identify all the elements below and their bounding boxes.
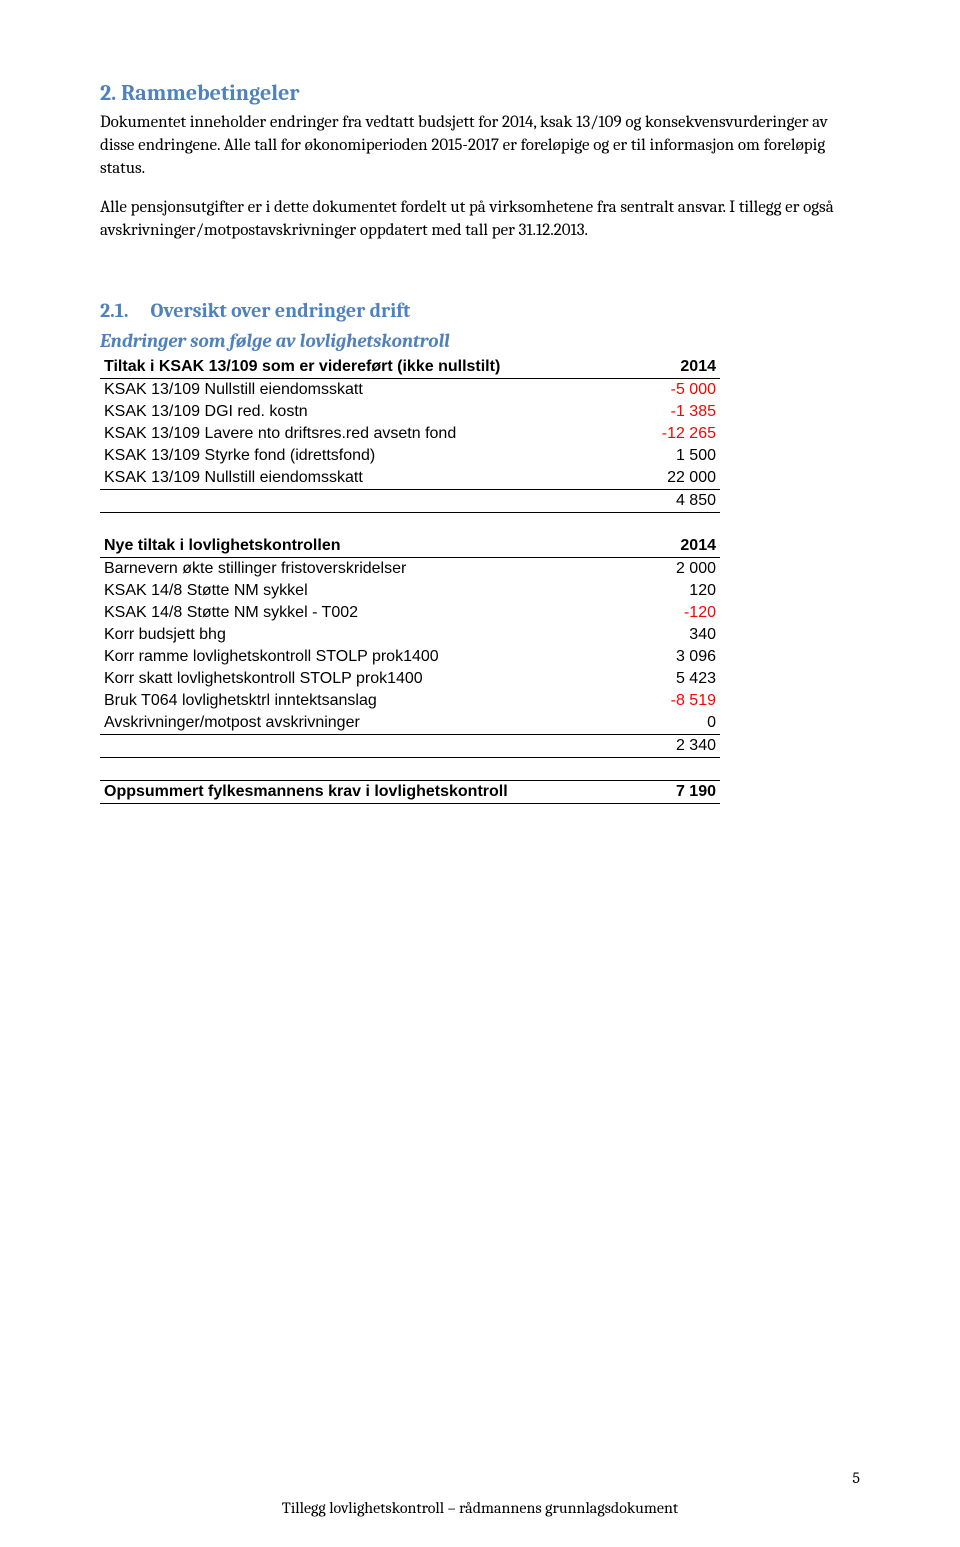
section-heading: 2. Rammebetingeler — [100, 80, 860, 106]
row-value: 5 423 — [639, 668, 720, 690]
section-number: 2. — [100, 80, 116, 106]
subsection-title: Oversikt over endringer drift — [151, 299, 411, 322]
table1-sum-row: 4 850 — [100, 489, 720, 512]
summary-row: Oppsummert fylkesmannens krav i lovlighe… — [100, 780, 720, 803]
row-label: Avskrivninger/motpost avskrivninger — [100, 712, 639, 735]
table-row: KSAK 13/109 Styrke fond (idrettsfond) 1 … — [100, 445, 720, 467]
row-label: KSAK 13/109 DGI red. kostn — [100, 401, 639, 423]
table-row: KSAK 13/109 DGI red. kostn -1 385 — [100, 401, 720, 423]
row-value: 120 — [639, 580, 720, 602]
row-value: 22 000 — [639, 467, 720, 490]
summary-label: Oppsummert fylkesmannens krav i lovlighe… — [100, 780, 639, 803]
section-title: Rammebetingeler — [121, 80, 299, 106]
row-label: Barnevern økte stillinger fristoverskrid… — [100, 557, 639, 580]
table-row: Bruk T064 lovlighetsktrl inntektsanslag … — [100, 690, 720, 712]
table-row: KSAK 14/8 Støtte NM sykkel 120 — [100, 580, 720, 602]
table-row: Korr budsjett bhg 340 — [100, 624, 720, 646]
table-row: KSAK 13/109 Nullstill eiendomsskatt 22 0… — [100, 467, 720, 490]
row-value: -8 519 — [639, 690, 720, 712]
row-label: KSAK 13/109 Lavere nto driftsres.red avs… — [100, 423, 639, 445]
summary-value: 7 190 — [639, 780, 720, 803]
table-row: Avskrivninger/motpost avskrivninger 0 — [100, 712, 720, 735]
paragraph-1: Dokumentet inneholder endringer fra vedt… — [100, 112, 860, 181]
table-row: Korr skatt lovlighetskontroll STOLP prok… — [100, 668, 720, 690]
page-number: 5 — [852, 1469, 860, 1487]
subsection-subtitle: Endringer som følge av lovlighetskontrol… — [100, 330, 860, 352]
row-value: 3 096 — [639, 646, 720, 668]
row-label: KSAK 13/109 Styrke fond (idrettsfond) — [100, 445, 639, 467]
row-label: KSAK 13/109 Nullstill eiendomsskatt — [100, 378, 639, 401]
table2-header-year: 2014 — [639, 535, 720, 558]
row-label: KSAK 14/8 Støtte NM sykkel - T002 — [100, 602, 639, 624]
row-label: Bruk T064 lovlighetsktrl inntektsanslag — [100, 690, 639, 712]
table-row: Korr ramme lovlighetskontroll STOLP prok… — [100, 646, 720, 668]
table1-sum: 4 850 — [639, 489, 720, 512]
table-row: KSAK 13/109 Lavere nto driftsres.red avs… — [100, 423, 720, 445]
row-value: -5 000 — [639, 378, 720, 401]
table-row: KSAK 14/8 Støtte NM sykkel - T002 -120 — [100, 602, 720, 624]
row-value: 1 500 — [639, 445, 720, 467]
table1-header-year: 2014 — [639, 356, 720, 379]
row-value: 0 — [639, 712, 720, 735]
table-tiltak-ksak: Tiltak i KSAK 13/109 som er videreført (… — [100, 356, 720, 804]
row-label: Korr skatt lovlighetskontroll STOLP prok… — [100, 668, 639, 690]
row-value: -120 — [639, 602, 720, 624]
row-label: Korr ramme lovlighetskontroll STOLP prok… — [100, 646, 639, 668]
table1-header-label: Tiltak i KSAK 13/109 som er videreført (… — [100, 356, 639, 379]
table2-sum-row: 2 340 — [100, 734, 720, 757]
table-row: KSAK 13/109 Nullstill eiendomsskatt -5 0… — [100, 378, 720, 401]
row-value: -1 385 — [639, 401, 720, 423]
table2-header-label: Nye tiltak i lovlighetskontrollen — [100, 535, 639, 558]
subsection-number: 2.1. — [100, 299, 129, 322]
table-row: Barnevern økte stillinger fristoverskrid… — [100, 557, 720, 580]
paragraph-2: Alle pensjonsutgifter er i dette dokumen… — [100, 197, 860, 243]
row-value: 340 — [639, 624, 720, 646]
row-label: KSAK 13/109 Nullstill eiendomsskatt — [100, 467, 639, 490]
row-label: Korr budsjett bhg — [100, 624, 639, 646]
subsection-heading: 2.1. Oversikt over endringer drift — [100, 299, 860, 322]
footer-text: Tillegg lovlighetskontroll – rådmannens … — [0, 1499, 960, 1517]
row-value: -12 265 — [639, 423, 720, 445]
table2-sum: 2 340 — [639, 734, 720, 757]
row-label: KSAK 14/8 Støtte NM sykkel — [100, 580, 639, 602]
row-value: 2 000 — [639, 557, 720, 580]
